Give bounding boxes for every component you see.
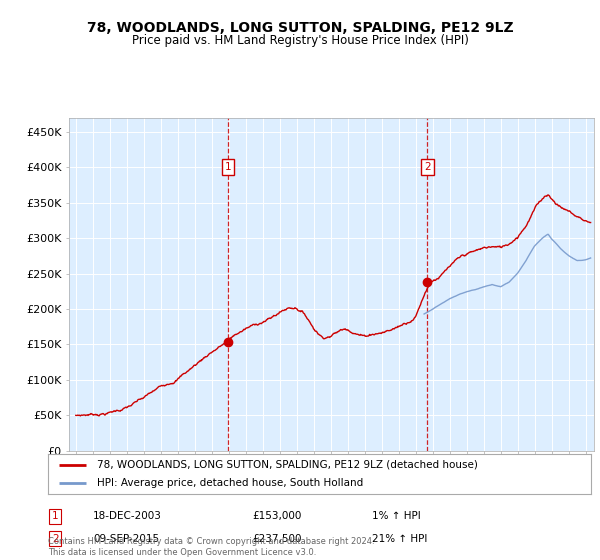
Text: 1: 1: [52, 511, 59, 521]
Text: 2: 2: [52, 534, 59, 544]
Text: 1: 1: [225, 162, 232, 172]
Text: 21% ↑ HPI: 21% ↑ HPI: [372, 534, 427, 544]
Text: Contains HM Land Registry data © Crown copyright and database right 2024.
This d: Contains HM Land Registry data © Crown c…: [48, 537, 374, 557]
Text: 1% ↑ HPI: 1% ↑ HPI: [372, 511, 421, 521]
Text: 78, WOODLANDS, LONG SUTTON, SPALDING, PE12 9LZ (detached house): 78, WOODLANDS, LONG SUTTON, SPALDING, PE…: [97, 460, 478, 470]
Text: 78, WOODLANDS, LONG SUTTON, SPALDING, PE12 9LZ: 78, WOODLANDS, LONG SUTTON, SPALDING, PE…: [86, 21, 514, 35]
Text: HPI: Average price, detached house, South Holland: HPI: Average price, detached house, Sout…: [97, 478, 363, 488]
Text: £153,000: £153,000: [252, 511, 301, 521]
Text: 2: 2: [424, 162, 431, 172]
Text: 09-SEP-2015: 09-SEP-2015: [93, 534, 159, 544]
Text: £237,500: £237,500: [252, 534, 302, 544]
Text: 18-DEC-2003: 18-DEC-2003: [93, 511, 162, 521]
Text: Price paid vs. HM Land Registry's House Price Index (HPI): Price paid vs. HM Land Registry's House …: [131, 34, 469, 46]
